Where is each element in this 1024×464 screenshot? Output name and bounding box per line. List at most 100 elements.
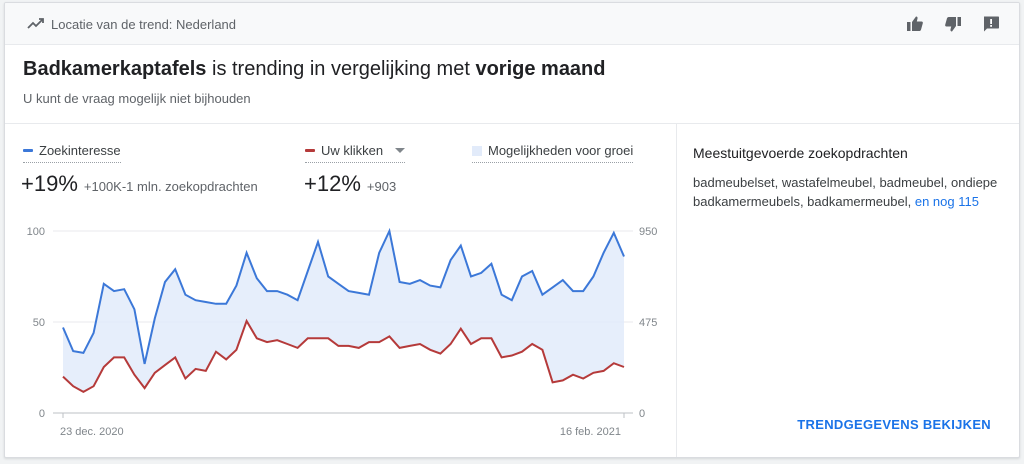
- trend-keyword: Badkamerkaptafels: [23, 58, 207, 80]
- search-data-point: [571, 289, 576, 294]
- trend-headline: Badkamerkaptafels is trending in vergeli…: [23, 58, 606, 81]
- clicks-data-point: [305, 336, 310, 341]
- clicks-data-point: [387, 334, 392, 339]
- clicks-data-point: [193, 366, 198, 371]
- clicks-data-point: [142, 386, 147, 391]
- search-data-point: [387, 229, 392, 234]
- clicks-data-point: [489, 336, 494, 341]
- trend-subtitle: U kunt de vraag mogelijk niet bijhouden: [23, 91, 251, 106]
- clicks-data-point: [540, 347, 545, 352]
- clicks-data-point: [101, 365, 106, 370]
- search-data-point: [101, 281, 106, 286]
- clicks-data-point: [469, 342, 474, 347]
- search-data-point: [61, 325, 66, 330]
- search-data-point: [601, 250, 606, 255]
- opportunity-area: [63, 231, 624, 392]
- search-data-point: [407, 281, 412, 286]
- legend-search-interest: Zoekinteresse: [23, 143, 121, 163]
- search-data-point: [305, 269, 310, 274]
- search-data-point: [122, 287, 127, 292]
- clicks-data-point: [61, 374, 66, 379]
- search-data-point: [193, 298, 198, 303]
- clicks-data-point: [203, 368, 208, 373]
- clicks-data-point: [622, 365, 627, 370]
- search-data-point: [428, 283, 433, 288]
- top-queries-title: Meestuitgevoerde zoekopdrachten: [693, 145, 908, 161]
- thumbs-down-icon[interactable]: [943, 14, 963, 34]
- legend-clicks-label: Uw klikken: [321, 143, 384, 158]
- y-right-tick-0: 0: [639, 408, 645, 420]
- view-trend-data-button[interactable]: TRENDGEGEVENS BEKIJKEN: [797, 417, 991, 432]
- search-change-pct: +19%: [21, 171, 78, 196]
- clicks-data-point: [336, 343, 341, 348]
- search-data-point: [295, 298, 300, 303]
- trend-card: Locatie van de trend: Nederland Badkamer…: [4, 2, 1020, 458]
- search-data-point: [560, 278, 565, 283]
- feedback-actions: [905, 14, 1001, 34]
- comparison-period: vorige maand: [475, 58, 606, 80]
- clicks-data-point: [112, 355, 117, 360]
- search-data-point: [173, 267, 178, 272]
- more-queries-link[interactable]: en nog 115: [914, 194, 979, 209]
- clicks-data-point: [377, 340, 382, 345]
- clicks-data-point: [560, 378, 565, 383]
- clicks-data-point: [91, 384, 96, 389]
- feedback-icon[interactable]: [981, 14, 1001, 34]
- search-data-point: [142, 361, 147, 366]
- search-data-point: [458, 243, 463, 248]
- clicks-data-point: [479, 336, 484, 341]
- search-data-point: [112, 289, 117, 294]
- top-queries-list: badmeubelset, wastafelmeubel, badmeubel,…: [693, 173, 1009, 211]
- search-data-point: [254, 276, 259, 281]
- clicks-data-point: [285, 342, 290, 347]
- search-data-point: [591, 274, 596, 279]
- headline-middle: is trending in vergelijking met: [206, 58, 476, 80]
- search-data-point: [438, 285, 443, 290]
- clicks-data-point: [81, 389, 86, 394]
- clicks-data-point: [520, 349, 525, 354]
- search-data-point: [479, 270, 484, 275]
- clicks-data-point: [397, 345, 402, 350]
- search-data-point: [367, 292, 372, 297]
- search-data-point: [397, 280, 402, 285]
- search-data-point: [550, 285, 555, 290]
- trending-up-icon: [27, 18, 44, 29]
- search-data-point: [234, 283, 239, 288]
- trend-location: Locatie van de trend: Nederland: [51, 17, 237, 32]
- vertical-divider: [676, 124, 677, 457]
- search-data-point: [275, 289, 280, 294]
- x-tick-end: 16 feb. 2021: [560, 426, 621, 438]
- search-data-point: [530, 269, 535, 274]
- clicks-data-point: [509, 353, 514, 358]
- search-data-point: [377, 250, 382, 255]
- search-data-point: [611, 230, 616, 235]
- search-data-point: [499, 292, 504, 297]
- search-data-point: [509, 298, 514, 303]
- search-data-point: [285, 292, 290, 297]
- clicks-series-swatch: [305, 149, 315, 152]
- clicks-data-point: [316, 336, 321, 341]
- clicks-data-point: [356, 345, 361, 350]
- search-data-point: [622, 254, 627, 259]
- y-left-tick-50: 50: [33, 317, 45, 329]
- thumbs-up-icon[interactable]: [905, 14, 925, 34]
- clicks-data-point: [234, 347, 239, 352]
- x-tick-start: 23 dec. 2020: [60, 426, 124, 438]
- legend-search-label: Zoekinteresse: [39, 143, 121, 158]
- clicks-data-point: [418, 342, 423, 347]
- search-data-point: [469, 274, 474, 279]
- card-header: Locatie van de trend: Nederland: [5, 3, 1019, 45]
- search-data-point: [214, 301, 219, 306]
- search-data-point: [336, 281, 341, 286]
- clicks-data-point: [611, 361, 616, 366]
- opportunity-swatch: [472, 145, 482, 156]
- clicks-change-pct: +12%: [304, 171, 361, 196]
- clicks-data-point: [152, 370, 157, 375]
- legend-clicks-dropdown[interactable]: Uw klikken: [305, 143, 406, 163]
- clicks-data-point: [163, 363, 168, 368]
- trend-chart: 100 50 0 950 475 0 23 dec. 2020 16 feb. …: [27, 226, 658, 438]
- clicks-data-point: [254, 336, 259, 341]
- chevron-down-icon: [395, 148, 406, 153]
- clicks-data-point: [530, 342, 535, 347]
- clicks-data-point: [367, 340, 372, 345]
